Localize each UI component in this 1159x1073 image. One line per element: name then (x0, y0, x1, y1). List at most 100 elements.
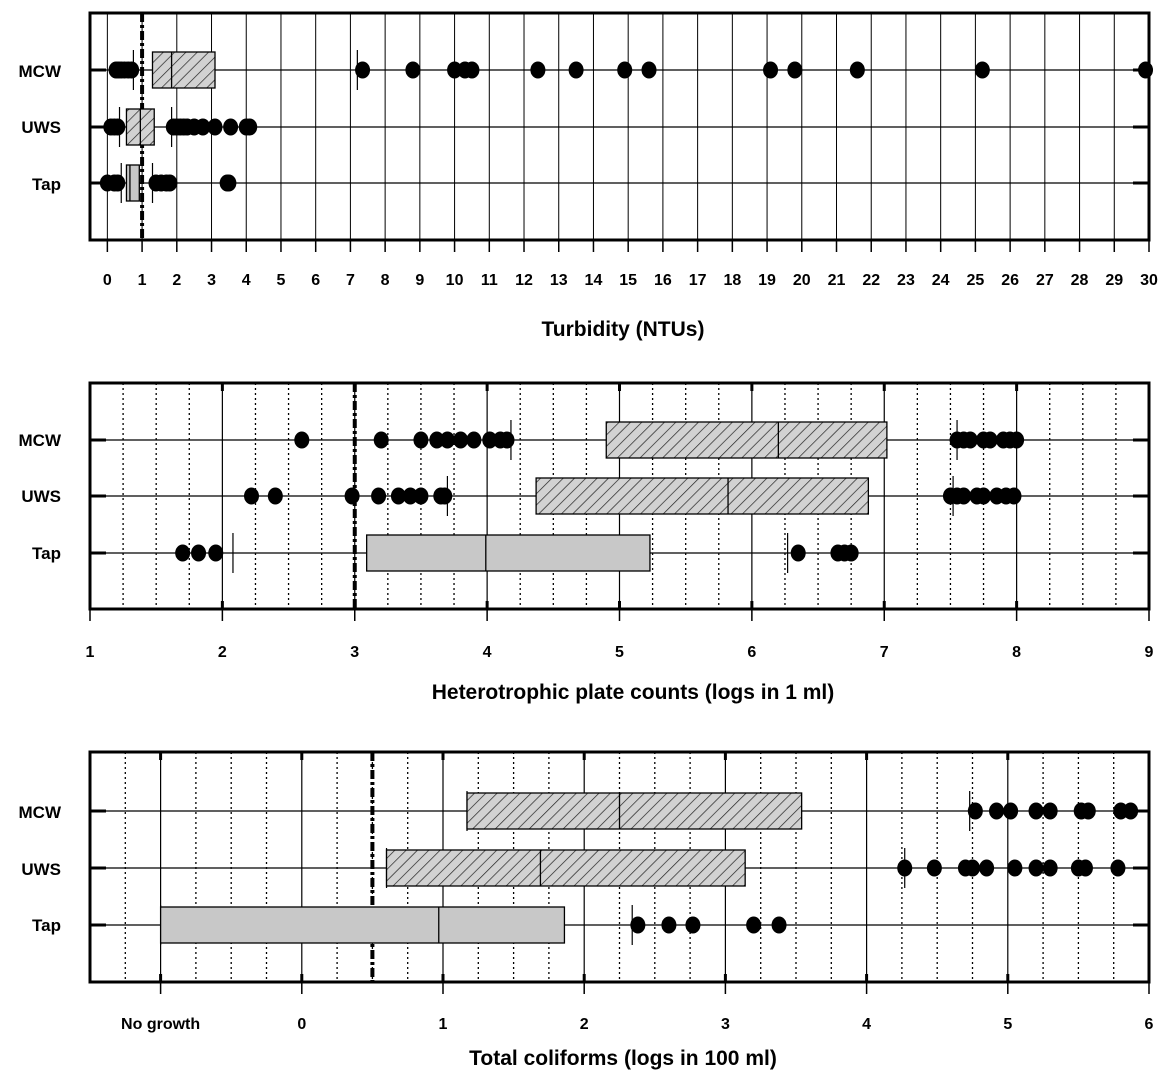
outlier-point (787, 61, 803, 79)
row-label-tap: Tap (32, 544, 61, 563)
x-tick-label: 3 (721, 1016, 730, 1033)
plot-frame (88, 11, 1151, 242)
outlier-point (207, 118, 223, 136)
outlier-point (771, 916, 787, 934)
series-tap (99, 163, 237, 203)
x-tick-label: 14 (585, 272, 603, 289)
outlier-point (976, 487, 992, 505)
x-tick-label: 6 (311, 272, 320, 289)
outlier-point (390, 487, 406, 505)
outlier-point (849, 61, 865, 79)
series-uws (243, 476, 1022, 516)
row-label-uws: UWS (21, 487, 61, 506)
outlier-point (191, 544, 207, 562)
outlier-point (897, 859, 913, 877)
outlier-point (790, 544, 806, 562)
outlier-point (843, 544, 859, 562)
x-tick-label: 0 (103, 272, 112, 289)
outlier-point (1138, 61, 1154, 79)
coliforms-panel: No growth 0 1 2 3 4 5 6 MCW UWS Tap Total colif… (19, 750, 1154, 1070)
outlier-point (110, 174, 126, 192)
x-tick-label: 7 (346, 272, 355, 289)
row-label-tap: Tap (32, 175, 61, 194)
outlier-point (989, 802, 1005, 820)
x-tick-label: 21 (828, 272, 846, 289)
row-label-mcw: MCW (19, 62, 62, 81)
series-tap (159, 905, 787, 945)
outlier-point (1123, 802, 1139, 820)
outlier-point (110, 118, 126, 136)
hpc-panel: 1 2 3 4 5 6 7 8 9 MCW UWS Tap Heterotrophic plat… (19, 381, 1154, 704)
x-tick-label: 13 (550, 272, 568, 289)
outlier-point (373, 431, 389, 449)
x-tick-label: 6 (747, 644, 756, 661)
outlier-point (1007, 859, 1023, 877)
x-tick-label: 6 (1145, 1016, 1154, 1033)
x-tick-label: 5 (615, 644, 624, 661)
outlier-point (208, 544, 224, 562)
x-tick-label: 3 (207, 272, 216, 289)
x-tick-label: 4 (483, 644, 492, 661)
box (366, 534, 651, 572)
outlier-point (464, 61, 480, 79)
box (535, 477, 870, 515)
x-tick-label: 2 (172, 272, 181, 289)
x-tick-label: 1 (86, 644, 95, 661)
outlier-point (641, 61, 657, 79)
box (151, 51, 216, 89)
x-tick-label: 5 (277, 272, 286, 289)
outlier-point (1110, 859, 1126, 877)
outlier-point (965, 859, 980, 877)
outlier-point (405, 61, 421, 79)
outlier-point (685, 916, 701, 934)
outlier-point (162, 174, 178, 192)
x-tick-label: 1 (439, 1016, 448, 1033)
x-tick-label: 26 (1001, 272, 1019, 289)
turbidity-panel: 0 1 2 3 4 5 6 7 8 9 10 11 12 13 14 15 16 17 18 19 20 21 22 23 24… (19, 11, 1158, 341)
x-tick-label: 8 (1012, 644, 1021, 661)
x-tick-label: 5 (1003, 1016, 1012, 1033)
outlier-point (267, 487, 283, 505)
outlier-point (124, 61, 140, 79)
x-tick-label: 4 (862, 1016, 871, 1033)
outlier-point (482, 431, 498, 449)
x-tick-label: 17 (689, 272, 707, 289)
outlier-point (1042, 802, 1058, 820)
outlier-point (413, 431, 429, 449)
row-label-uws: UWS (21, 860, 61, 879)
series-uws (385, 848, 1126, 888)
outlier-point (294, 431, 310, 449)
outlier-point (429, 431, 445, 449)
outlier-point (447, 61, 463, 79)
x-tick-label: 16 (654, 272, 672, 289)
outlier-point (371, 487, 387, 505)
outlier-point (355, 61, 371, 79)
outlier-point (956, 487, 972, 505)
box (159, 906, 566, 944)
outlier-point (530, 61, 546, 79)
outlier-point (413, 487, 429, 505)
x-tick-label: 28 (1071, 272, 1089, 289)
x-tick-label: 9 (415, 272, 424, 289)
x-tick-label: 11 (481, 272, 498, 289)
series-mcw (466, 791, 1139, 831)
outlier-point (221, 174, 237, 192)
box (466, 792, 803, 830)
x-tick-label: 19 (758, 272, 776, 289)
outlier-point (243, 487, 259, 505)
series-mcw (108, 50, 1154, 90)
row-label-tap: Tap (32, 916, 61, 935)
x-tick-label: 4 (242, 272, 251, 289)
x-tick-label: 0 (297, 1016, 306, 1033)
x-tick-label: 29 (1105, 272, 1123, 289)
row-label-mcw: MCW (19, 431, 62, 450)
outlier-point (1006, 487, 1022, 505)
outlier-point (974, 61, 990, 79)
outlier-point (344, 487, 360, 505)
box (605, 421, 888, 459)
plot-frame (88, 750, 1151, 984)
x-axis-title: Turbidity (NTUs) (542, 318, 705, 341)
box (125, 164, 140, 202)
outlier-point (195, 118, 211, 136)
